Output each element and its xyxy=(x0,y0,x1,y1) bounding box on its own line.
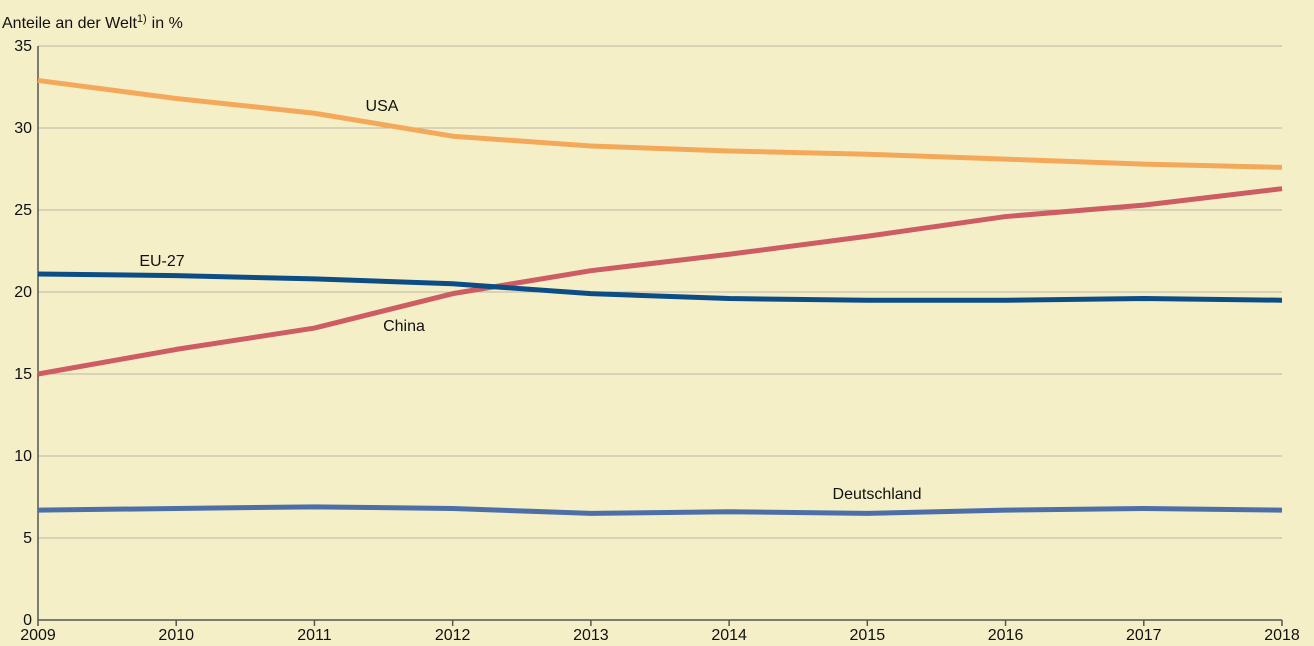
x-tick-label: 2017 xyxy=(1126,627,1162,644)
series-label: EU-27 xyxy=(139,253,184,270)
footnote-mark: 1) xyxy=(137,13,147,25)
y-axis-unit: in % xyxy=(152,15,183,32)
x-tick-label: 2014 xyxy=(711,627,747,644)
y-tick-label: 15 xyxy=(14,366,32,383)
series-line xyxy=(37,186,1283,377)
series-label: Deutschland xyxy=(833,486,922,503)
x-tick-label: 2015 xyxy=(850,627,886,644)
x-tick-label: 2011 xyxy=(297,627,332,644)
series-line xyxy=(37,271,1283,303)
series-line xyxy=(37,504,1283,516)
y-tick-label: 35 xyxy=(14,38,32,55)
x-tick-label: 2009 xyxy=(20,627,56,644)
y-tick-label: 30 xyxy=(14,120,32,137)
series-line xyxy=(37,77,1283,170)
series-label: USA xyxy=(366,98,399,115)
x-tick-label: 2010 xyxy=(158,627,194,644)
y-tick-label: 0 xyxy=(23,612,32,629)
y-tick-label: 25 xyxy=(14,202,32,219)
y-tick-label: 5 xyxy=(23,530,32,547)
x-tick-label: 2018 xyxy=(1264,627,1300,644)
series-label: China xyxy=(383,318,425,335)
x-tick-label: 2016 xyxy=(988,627,1024,644)
y-axis-label: Anteile an der Welt1) in % xyxy=(2,13,183,32)
y-axis-label-text: Anteile an der Welt xyxy=(2,15,137,32)
y-tick-label: 10 xyxy=(14,448,32,465)
y-tick-label: 20 xyxy=(14,284,32,301)
x-tick-label: 2012 xyxy=(435,627,471,644)
x-tick-label: 2013 xyxy=(573,627,609,644)
